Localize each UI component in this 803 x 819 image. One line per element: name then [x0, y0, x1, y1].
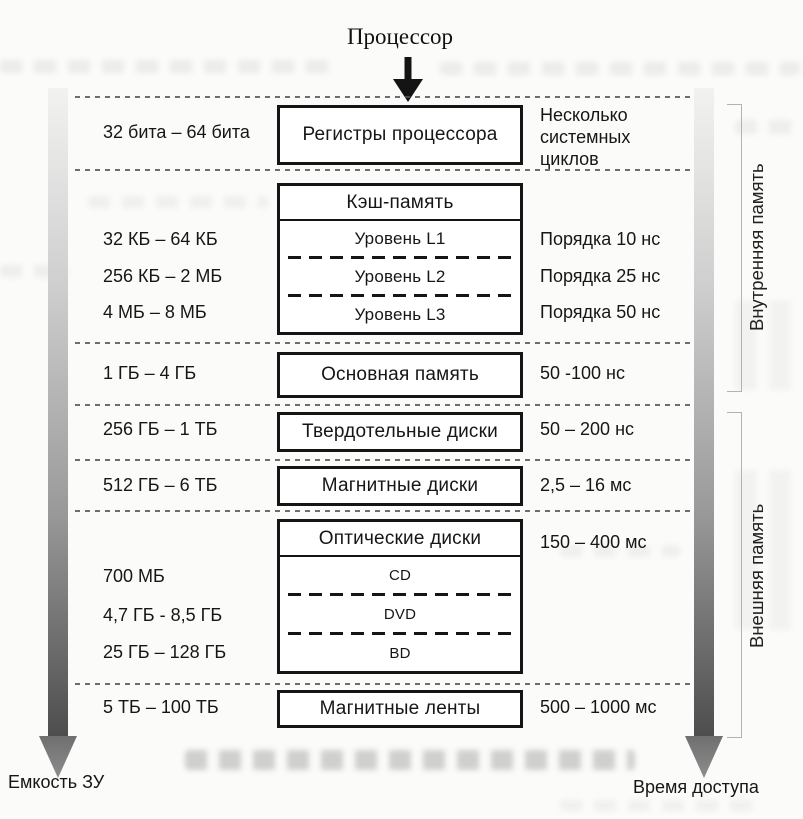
- row-divider-dashed: [75, 404, 690, 406]
- capacity-cache-l3: 4 МБ – 8 МБ: [103, 302, 207, 322]
- processor-arrow-icon: [390, 57, 426, 108]
- optical-divider: [288, 593, 512, 596]
- internal-memory-label: Внутренняя память: [746, 163, 767, 332]
- optical-divider: [288, 632, 512, 635]
- capacity-cd: 700 МБ: [103, 566, 165, 586]
- cache-divider: [288, 294, 512, 297]
- tape-box-label: Магнитные ленты: [319, 698, 481, 719]
- time-axis-arrow-head: [685, 736, 723, 778]
- capacity-bd: 25 ГБ – 128 ГБ: [103, 642, 227, 662]
- time-cache-l3: Порядка 50 нс: [540, 302, 661, 322]
- row-divider-dashed: [75, 342, 690, 344]
- bleed-through-artifact: [185, 750, 635, 770]
- main-memory-box: Основная память: [277, 352, 523, 398]
- external-memory-label: Внешняя память: [746, 503, 767, 649]
- capacity-cache-l2: 256 КБ – 2 МБ: [103, 266, 223, 286]
- cache-row-l1: Уровень L1: [354, 228, 446, 248]
- cache-divider: [288, 256, 512, 259]
- row-divider-dashed: [75, 96, 690, 98]
- capacity-dvd: 4,7 ГБ - 8,5 ГБ: [103, 605, 223, 625]
- capacity-hdd: 512 ГБ – 6 ТБ: [103, 475, 218, 495]
- row-divider-dashed: [75, 459, 690, 461]
- time-tape: 500 – 1000 мс: [540, 697, 657, 717]
- time-cache-l1: Порядка 10 нс: [540, 229, 661, 249]
- time-ssd: 50 – 200 нс: [540, 419, 635, 439]
- registers-box: Регистры процессора: [277, 105, 523, 165]
- bleed-through-artifact: [0, 60, 330, 73]
- main-memory-box-label: Основная память: [321, 364, 479, 385]
- time-cache-l2: Порядка 25 нс: [540, 266, 661, 286]
- capacity-cache-l1: 32 КБ – 64 КБ: [103, 229, 218, 249]
- time-axis-label: Время доступа: [633, 777, 759, 797]
- row-divider-dashed: [75, 510, 690, 512]
- hdd-box-label: Магнитные диски: [321, 475, 479, 496]
- optical-box: Оптические диски CD DVD BD: [277, 519, 523, 674]
- bleed-through-artifact: [735, 120, 797, 134]
- capacity-tape: 5 ТБ – 100 ТБ: [103, 697, 219, 717]
- capacity-main-memory: 1 ГБ – 4 ГБ: [103, 363, 197, 383]
- internal-memory-bracket: [727, 104, 742, 392]
- ssd-box-label: Твердотельные диски: [302, 421, 498, 442]
- capacity-ssd: 256 ГБ – 1 ТБ: [103, 419, 218, 439]
- row-divider-dashed: [75, 169, 690, 171]
- capacity-registers: 32 бита – 64 бита: [103, 122, 250, 142]
- optical-row-bd: BD: [389, 644, 411, 662]
- processor-label: Процессор: [346, 24, 454, 49]
- optical-header: Оптические диски: [280, 522, 520, 557]
- cache-header: Кэш-память: [280, 186, 520, 221]
- cache-row-l3: Уровень L3: [354, 304, 446, 324]
- time-optical: 150 – 400 мс: [540, 532, 647, 552]
- capacity-axis-label: Емкость ЗУ: [8, 772, 105, 792]
- cache-row-l2: Уровень L2: [354, 266, 446, 286]
- external-memory-bracket: [727, 412, 742, 738]
- ssd-box: Твердотельные диски: [277, 412, 523, 452]
- row-divider-dashed: [75, 683, 690, 685]
- optical-row-dvd: DVD: [383, 605, 417, 623]
- capacity-axis-arrow-shaft: [48, 88, 68, 738]
- hdd-box: Магнитные диски: [277, 466, 523, 506]
- tape-box: Магнитные ленты: [277, 690, 523, 728]
- bleed-through-artifact: [88, 196, 268, 208]
- bleed-through-artifact: [560, 800, 760, 811]
- optical-row-cd: CD: [388, 566, 412, 584]
- time-hdd: 2,5 – 16 мс: [540, 475, 632, 495]
- time-axis-arrow-shaft: [694, 88, 714, 738]
- time-registers: Несколько системных циклов: [540, 105, 631, 169]
- bleed-through-artifact: [440, 62, 800, 75]
- time-main-memory: 50 -100 нс: [540, 363, 625, 383]
- cache-box: Кэш-память Уровень L1 Уровень L2 Уровень…: [277, 183, 523, 335]
- registers-box-label: Регистры процессора: [302, 124, 498, 145]
